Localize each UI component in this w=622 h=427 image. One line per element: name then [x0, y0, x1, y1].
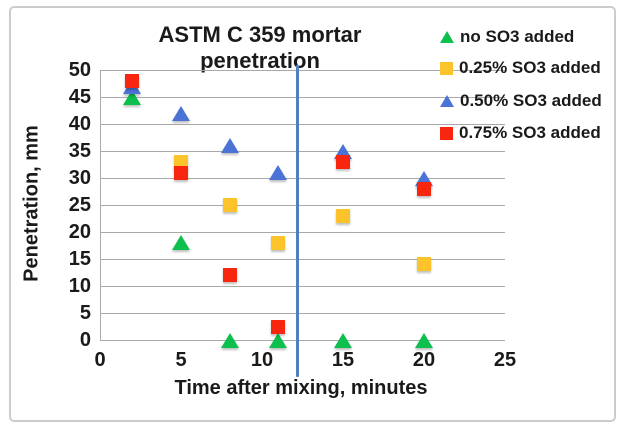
legend-item: 0.50% SO3 added	[440, 91, 602, 110]
gridline	[100, 204, 505, 206]
gridline	[100, 312, 505, 314]
x-tick-label: 15	[331, 349, 355, 371]
gridline	[100, 69, 505, 71]
legend-item-label: 0.75% SO3 added	[459, 123, 601, 142]
data-point	[125, 73, 140, 88]
y-tick-label: 25	[68, 194, 91, 216]
legend-item: 0.25% SO3 added	[440, 58, 601, 77]
data-point	[269, 165, 288, 181]
vertical-reference-line	[296, 65, 300, 377]
y-tick-label: 15	[68, 248, 91, 270]
data-point	[415, 332, 433, 348]
data-point	[172, 235, 190, 251]
gridline	[100, 258, 505, 260]
gridline	[100, 177, 505, 179]
data-point	[271, 319, 286, 334]
gridline	[100, 231, 505, 233]
y-tick-label: 40	[68, 113, 91, 135]
x-tick-label: 0	[94, 349, 106, 371]
gridline	[100, 150, 505, 152]
data-point	[220, 138, 239, 154]
chart-title: ASTM C 359 mortar penetration	[158, 22, 362, 73]
y-tick-label: 30	[68, 167, 91, 189]
data-point	[334, 143, 352, 159]
y-axis-line	[100, 70, 101, 340]
legend-item: 0.75% SO3 added	[440, 123, 601, 142]
x-tick-label: 25	[493, 349, 517, 371]
gridline	[100, 123, 505, 125]
data-point	[417, 181, 431, 196]
data-point	[336, 208, 350, 223]
data-point	[336, 154, 350, 169]
data-point	[269, 332, 288, 348]
y-tick-label: 10	[68, 275, 91, 297]
data-point	[334, 332, 352, 348]
y-tick-label: 20	[68, 221, 91, 243]
data-point	[222, 268, 237, 283]
data-point	[174, 154, 188, 169]
x-tick-label: 5	[175, 349, 187, 371]
legend-item-label: 0.25% SO3 added	[459, 58, 601, 77]
legend-marker-triangle-icon	[440, 95, 454, 107]
x-tick-label: 20	[412, 349, 436, 371]
data-point	[271, 235, 286, 250]
data-point	[172, 105, 190, 121]
data-point	[174, 165, 188, 180]
y-tick-label: 0	[79, 329, 91, 351]
figure-border	[9, 6, 616, 422]
y-tick-label: 35	[68, 140, 91, 162]
legend-marker-triangle-icon	[440, 31, 454, 43]
x-tick-label: 10	[250, 349, 274, 371]
y-tick-label: 45	[68, 86, 91, 108]
legend-item-label: 0.50% SO3 added	[460, 91, 602, 110]
y-tick-label: 5	[79, 302, 91, 324]
gridline	[100, 96, 505, 98]
gridline	[100, 285, 505, 287]
legend-item: no SO3 added	[440, 27, 575, 46]
legend-item-label: no SO3 added	[460, 27, 575, 46]
data-point	[220, 332, 239, 348]
legend-marker-square-icon	[440, 126, 453, 140]
y-tick-label: 50	[68, 59, 91, 81]
legend-marker-square-icon	[440, 61, 453, 75]
data-point	[415, 170, 433, 186]
data-point	[417, 257, 431, 272]
gridline	[100, 339, 505, 341]
x-axis-label: Time after mixing, minutes	[174, 377, 428, 399]
data-point	[222, 198, 237, 212]
